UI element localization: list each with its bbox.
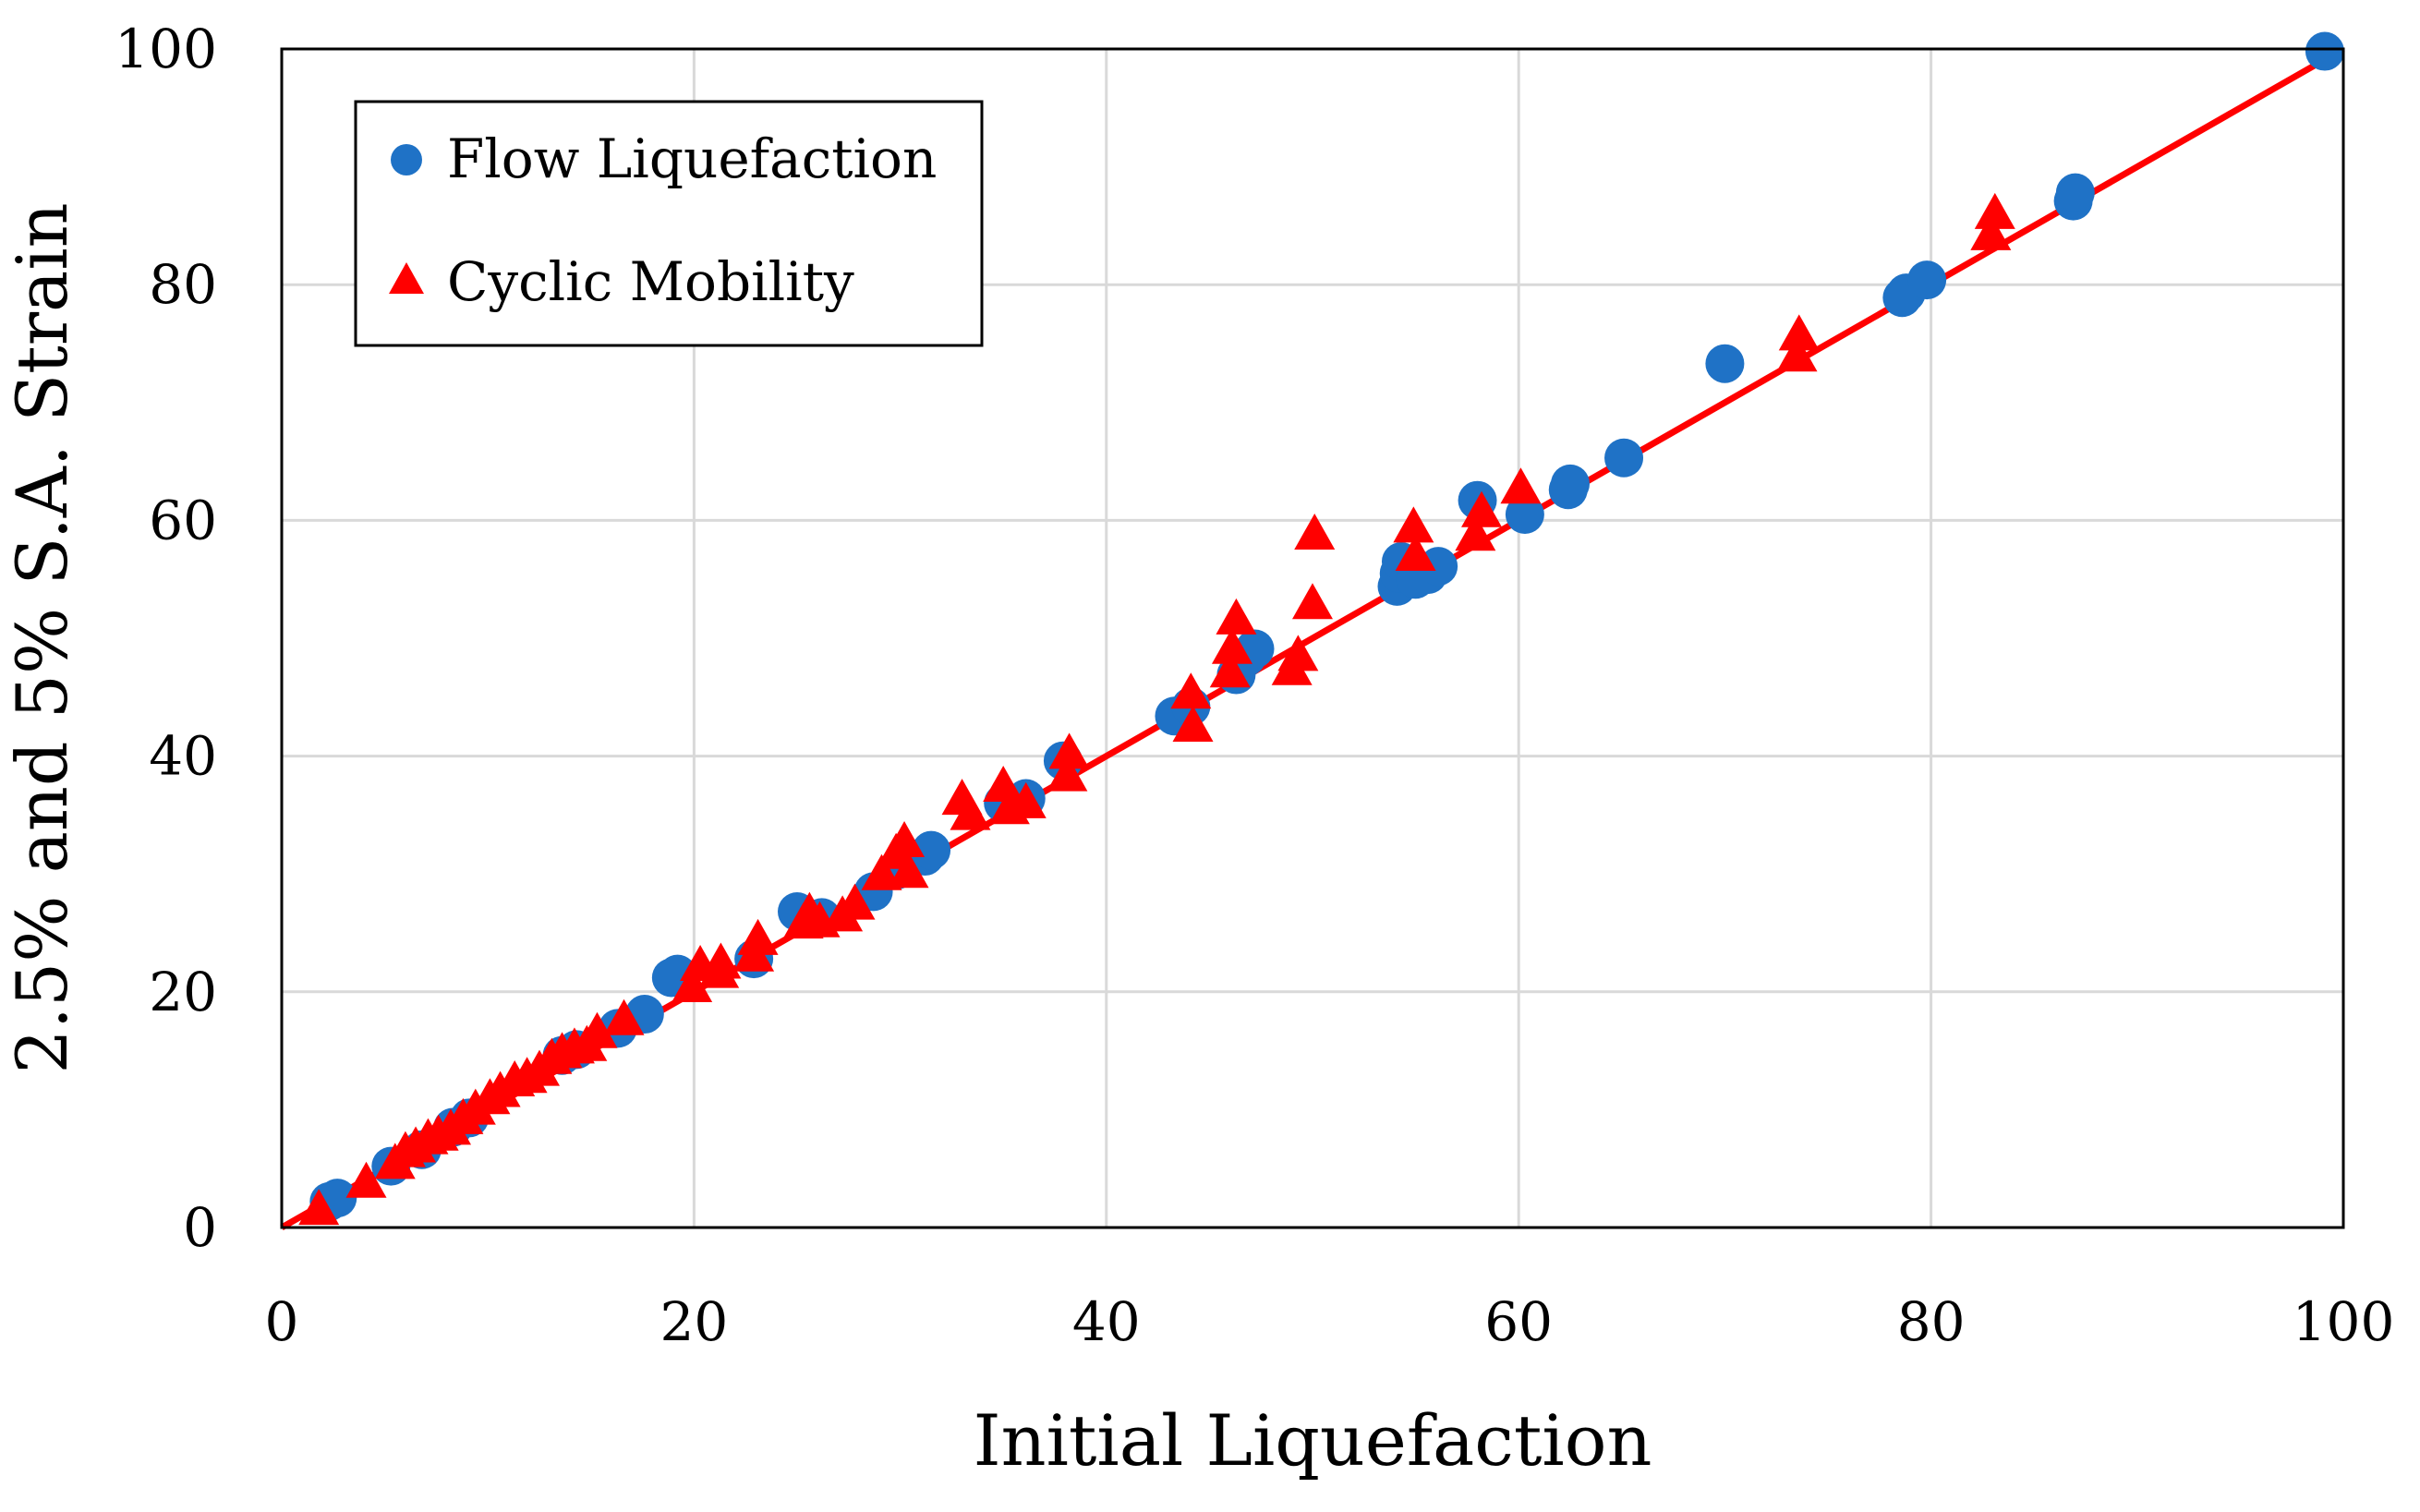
cyclic-mobility-point: [1047, 755, 1088, 792]
legend: Flow Liquefaction Cyclic Mobility: [354, 100, 984, 347]
x-tick-label: 100: [2293, 1290, 2395, 1353]
cyclic-mobility-point: [1461, 490, 1503, 527]
cyclic-mobility-point: [1393, 506, 1434, 543]
cyclic-mobility-point: [1500, 467, 1542, 504]
flow-liquefaction-point: [1505, 495, 1544, 535]
x-axis-title: Initial Liquefaction: [974, 1399, 1652, 1482]
cyclic-mobility-point: [983, 766, 1024, 803]
plot-frame: [280, 47, 2345, 1229]
flow-liquefaction-point: [1907, 260, 1947, 300]
cyclic-mobility-point: [345, 1161, 387, 1198]
cyclic-mobility-point: [1216, 598, 1257, 635]
y-tick-label: 20: [149, 961, 217, 1023]
cyclic-mobility-point: [672, 965, 713, 1002]
cyclic-mobility-point: [884, 821, 926, 858]
cyclic-mobility-point: [950, 793, 991, 830]
cyclic-mobility-point: [1172, 705, 1214, 742]
cyclic-mobility-point: [1048, 732, 1090, 769]
legend-flow-liquefaction-label: Flow Liquefaction: [447, 127, 937, 190]
cyclic-mobility-point: [1170, 672, 1212, 709]
data-points: [298, 31, 2344, 1226]
x-tick-label: 40: [1072, 1290, 1141, 1353]
y-tick-label: 60: [149, 489, 217, 551]
x-tick-label: 80: [1897, 1290, 1966, 1353]
flow-liquefaction-point: [912, 830, 951, 870]
x-tick-label: 20: [659, 1290, 728, 1353]
y-axis-title: 2.5% and 5% S.A. Strain: [1, 202, 83, 1073]
legend-cyclic-mobility-marker: [389, 262, 424, 294]
legend-box: [354, 100, 984, 347]
cyclic-mobility-point: [1209, 651, 1251, 688]
cyclic-mobility-point: [861, 853, 902, 890]
cyclic-mobility-point: [1974, 192, 2015, 229]
cyclic-mobility-point: [1211, 627, 1252, 664]
cyclic-mobility-point: [1778, 314, 1820, 351]
y-axis-ticks: 0 20 40 60 80 100: [115, 18, 217, 1259]
flow-liquefaction-point: [2305, 31, 2344, 71]
x-tick-label: 60: [1484, 1290, 1553, 1353]
cyclic-mobility-point: [1005, 781, 1047, 818]
cyclic-mobility-point: [1294, 513, 1336, 550]
flow-liquefaction-point: [1419, 547, 1458, 587]
cyclic-mobility-point: [1970, 213, 2012, 250]
y-tick-label: 100: [115, 18, 217, 80]
cyclic-mobility-point: [576, 1011, 618, 1048]
cyclic-mobility-point: [1455, 514, 1496, 551]
flow-liquefaction-point: [1604, 438, 1644, 478]
legend-flow-liquefaction-marker: [391, 144, 422, 175]
cyclic-mobility-point: [1395, 534, 1436, 571]
cyclic-mobility-point: [603, 998, 645, 1035]
legend-cyclic-mobility-label: Cyclic Mobility: [447, 250, 854, 313]
x-axis-ticks: 0 20 40 60 80 100: [265, 1290, 2395, 1353]
flow-liquefaction-point: [1705, 344, 1745, 383]
cyclic-mobility-point: [298, 1189, 340, 1226]
cyclic-mobility-point: [1277, 635, 1319, 671]
x-tick-label: 0: [265, 1290, 299, 1353]
cyclic-mobility-point: [1292, 583, 1333, 620]
cyclic-mobility-point: [1776, 335, 1818, 372]
flow-liquefaction-point: [1551, 464, 1590, 503]
y-tick-label: 40: [149, 725, 217, 788]
cyclic-mobility-point: [737, 918, 779, 955]
y-tick-label: 80: [149, 253, 217, 316]
flow-liquefaction-point: [2055, 173, 2095, 212]
y-tick-label: 0: [183, 1196, 217, 1259]
cyclic-mobility-point: [888, 852, 929, 889]
cyclic-mobility-point: [700, 942, 742, 979]
cyclic-mobility-point: [834, 883, 876, 920]
